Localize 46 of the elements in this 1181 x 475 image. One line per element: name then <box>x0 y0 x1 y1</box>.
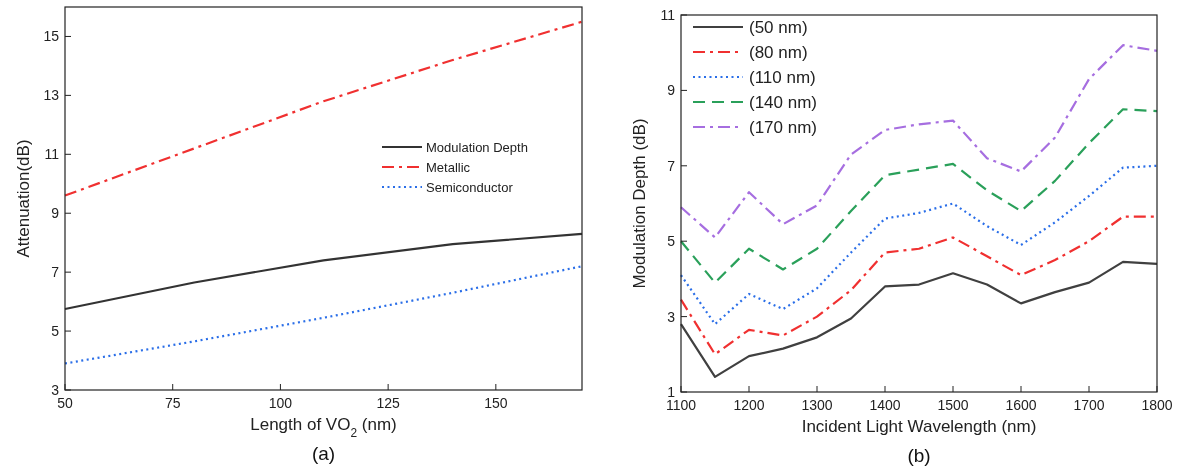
x-tick-label: 75 <box>164 395 181 411</box>
x-tick-label: 100 <box>268 395 293 411</box>
y-tick-label: 9 <box>667 82 676 99</box>
legend-label: (170 nm) <box>749 117 818 137</box>
y-tick-label: 5 <box>51 323 60 340</box>
x-axis-title: Length of VO$_{2}$ (nm) <box>250 415 397 440</box>
y-axis-title: Attenuation(dB) <box>14 139 33 258</box>
legend-label: Metallic <box>426 159 471 175</box>
y-tick-label: 9 <box>51 205 60 222</box>
line-series <box>63 265 584 365</box>
y-tick-label: 3 <box>51 382 60 398</box>
y-tick-label: 7 <box>51 264 60 281</box>
text: (a) <box>311 443 336 464</box>
y-tick-label: 5 <box>667 233 676 250</box>
x-tick-label: 50 <box>57 395 73 411</box>
x-tick-label: 1300 <box>801 397 833 413</box>
x-tick-label: 1800 <box>1141 397 1173 413</box>
legend-label: (50 nm) <box>749 17 808 37</box>
line-series <box>63 20 584 197</box>
legend-label: Modulation Depth <box>426 139 528 155</box>
x-tick-label: 1500 <box>937 397 969 413</box>
y-tick-label: 3 <box>667 308 676 325</box>
line-series <box>679 44 1159 239</box>
y-tick-label: 15 <box>43 28 60 45</box>
x-tick-label: 1100 <box>665 397 697 413</box>
line-series <box>679 164 1159 326</box>
legend-label: (110 nm) <box>749 67 816 87</box>
y-tick-label: 11 <box>660 7 676 23</box>
x-tick-label: 1600 <box>1005 397 1037 413</box>
x-tick-label: 125 <box>376 395 401 411</box>
y-tick-label: 11 <box>44 146 60 163</box>
x-tick-label: 150 <box>484 395 508 411</box>
y-tick-label: 1 <box>667 384 676 400</box>
line-series <box>679 260 1159 379</box>
y-axis-title: Modulation Depth (dB) <box>630 118 649 289</box>
x-axis-title: Incident Light Wavelength (nm) <box>801 417 1037 436</box>
x-tick-label: 1200 <box>733 397 765 413</box>
line-series <box>63 232 584 311</box>
y-tick-label: 7 <box>667 157 676 174</box>
y-tick-label: 13 <box>43 87 60 104</box>
legend-label: (80 nm) <box>749 42 808 62</box>
legend-label: Semiconductor <box>426 179 514 195</box>
x-tick-label: 1400 <box>869 397 901 413</box>
legend-label: (140 nm) <box>749 92 818 112</box>
text: (b) <box>907 445 931 466</box>
x-tick-label: 1700 <box>1073 397 1105 413</box>
